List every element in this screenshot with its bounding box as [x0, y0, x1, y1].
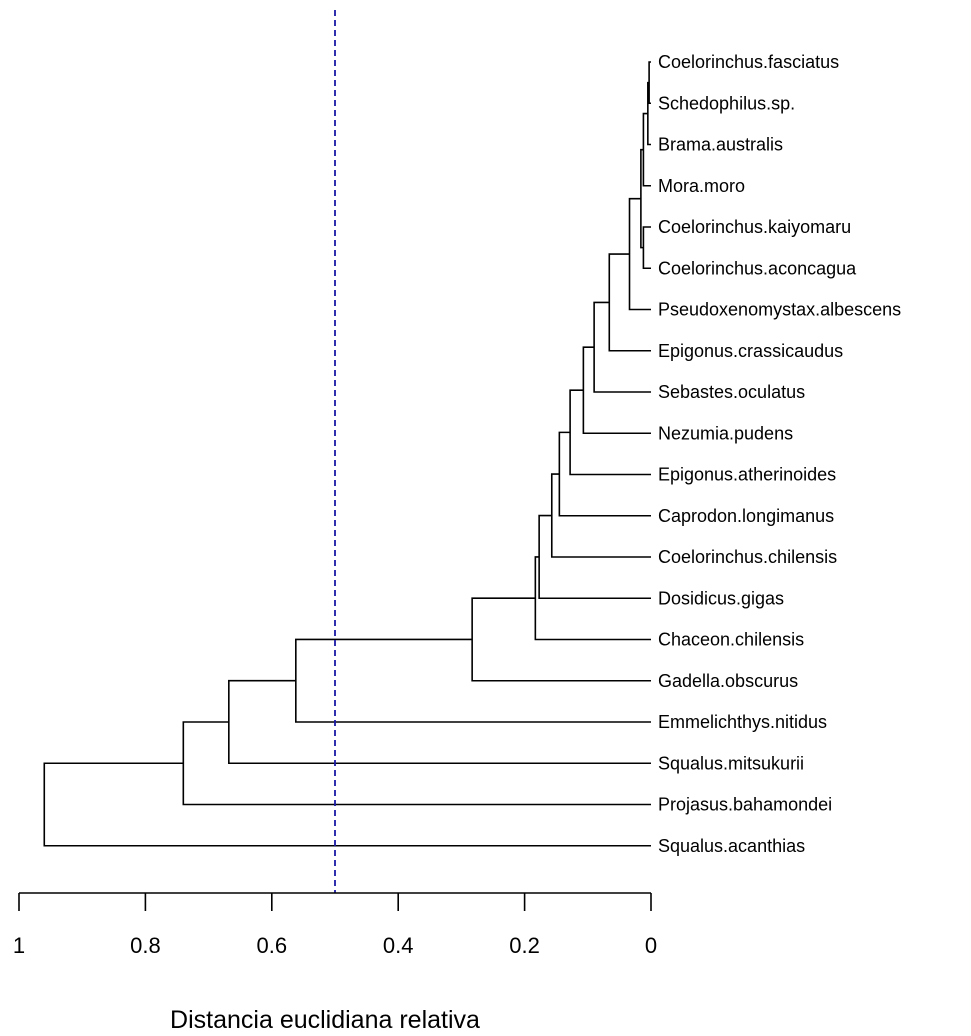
x-tick-label: 0.4 — [383, 933, 414, 958]
leaf-label: Squalus.acanthias — [658, 836, 805, 856]
leaf-label: Coelorinchus.kaiyomaru — [658, 217, 851, 237]
x-tick-label: 1 — [13, 933, 25, 958]
leaf-label: Nezumia.pudens — [658, 423, 793, 443]
leaf-label: Epigonus.crassicaudus — [658, 341, 843, 361]
x-axis-ticks: 1 0.8 0.6 0.4 0.2 0 — [13, 893, 657, 958]
leaf-label: Mora.moro — [658, 176, 745, 196]
merge-branch — [642, 226, 651, 270]
leaf-label: Squalus.mitsukurii — [658, 753, 804, 773]
leaf-label: Sebastes.oculatus — [658, 382, 805, 402]
leaf-label: Caprodon.longimanus — [658, 506, 834, 526]
leaf-labels: Coelorinchus.fasciatus Schedophilus.sp. Br… — [658, 52, 901, 856]
x-tick-label: 0.6 — [257, 933, 288, 958]
leaf-label: Emmelichthys.nitidus — [658, 712, 827, 732]
leaf-label: Epigonus.atherinoides — [658, 465, 836, 485]
leaf-label: Chaceon.chilensis — [658, 630, 804, 650]
x-tick-label: 0.2 — [509, 933, 540, 958]
dendrogram-branches — [43, 61, 651, 847]
merge-branch — [43, 762, 651, 847]
leaf-label: Coelorinchus.aconcagua — [658, 258, 857, 278]
x-tick-label: 0 — [645, 933, 657, 958]
leaf-label: Coelorinchus.fasciatus — [658, 52, 839, 72]
leaf-label: Schedophilus.sp. — [658, 93, 795, 113]
merge-branch — [648, 61, 651, 105]
leaf-label: Gadella.obscurus — [658, 671, 798, 691]
leaf-label: Projasus.bahamondei — [658, 795, 832, 815]
merge-branch — [569, 389, 651, 476]
leaf-label: Coelorinchus.chilensis — [658, 547, 837, 567]
leaf-label: Dosidicus.gigas — [658, 588, 784, 608]
merge-branch — [593, 301, 651, 393]
x-axis: 1 0.8 0.6 0.4 0.2 0 — [13, 892, 657, 958]
leaf-label: Pseudoxenomystax.albescens — [658, 300, 901, 320]
x-axis-title: Distancia euclidiana relativa — [170, 1006, 480, 1034]
x-tick-label: 0.8 — [130, 933, 161, 958]
leaf-label: Brama.australis — [658, 135, 783, 155]
